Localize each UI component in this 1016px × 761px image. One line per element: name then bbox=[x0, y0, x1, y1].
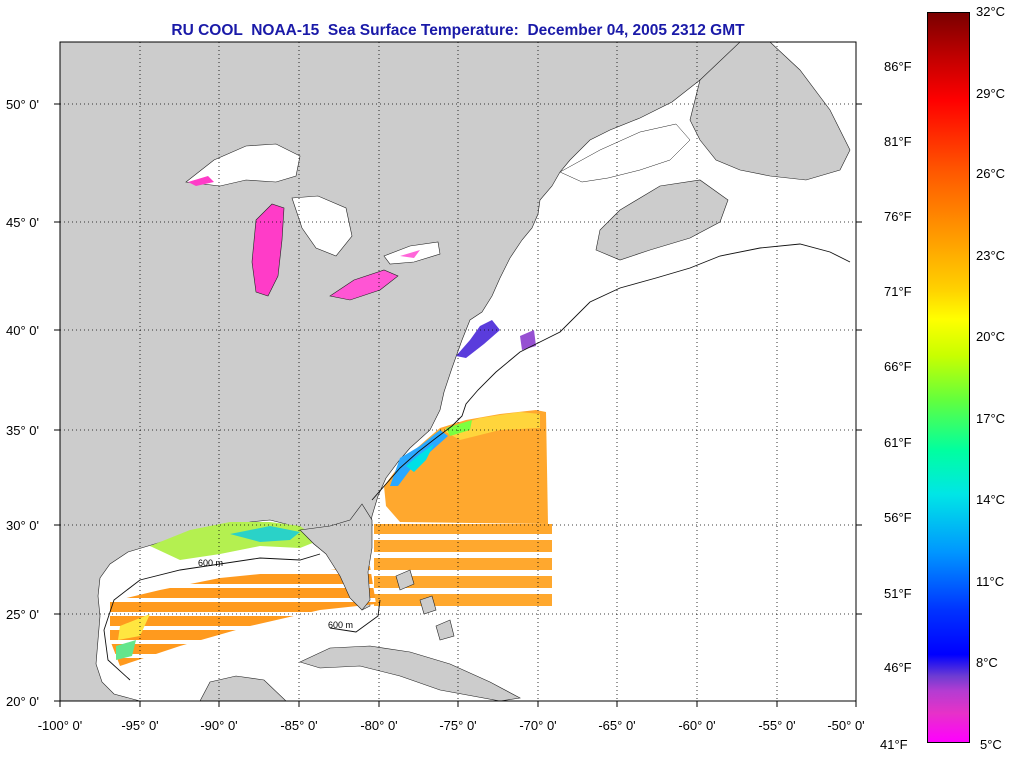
map-title: RU COOL NOAA-15 Sea Surface Temperature:… bbox=[171, 22, 745, 39]
lake-superior bbox=[185, 143, 301, 187]
lat-label: 30° 0' bbox=[6, 518, 39, 533]
lat-label: 40° 0' bbox=[6, 323, 39, 338]
celsius-tick: 5°C bbox=[980, 737, 1002, 752]
land-nova-scotia bbox=[595, 179, 729, 261]
land-cuba bbox=[299, 645, 521, 701]
lon-label: -70° 0' bbox=[519, 718, 557, 733]
fahrenheit-tick: 66°F bbox=[884, 359, 912, 374]
lon-label: -90° 0' bbox=[200, 718, 238, 733]
fahrenheit-tick: 56°F bbox=[884, 510, 912, 525]
land-yucatan bbox=[199, 675, 287, 701]
isobath-label: 600 m bbox=[198, 558, 223, 568]
land-atlantic-canada bbox=[689, 42, 851, 181]
celsius-tick: 23°C bbox=[976, 248, 1006, 263]
lon-label: -85° 0' bbox=[280, 718, 318, 733]
sst-swath-south bbox=[374, 524, 552, 608]
lon-label: -80° 0' bbox=[360, 718, 398, 733]
celsius-tick: 26°C bbox=[976, 166, 1006, 181]
isobath-label: 600 m bbox=[328, 620, 353, 630]
lake-huron bbox=[291, 195, 353, 257]
fahrenheit-tick: 86°F bbox=[884, 59, 912, 74]
lake-michigan bbox=[251, 203, 285, 297]
fahrenheit-tick: 81°F bbox=[884, 134, 912, 149]
celsius-tick: 14°C bbox=[976, 492, 1006, 507]
lat-label: 45° 0' bbox=[6, 215, 39, 230]
fahrenheit-tick: 61°F bbox=[884, 435, 912, 450]
celsius-tick: 32°C bbox=[976, 4, 1006, 19]
lat-label: 50° 0' bbox=[6, 97, 39, 112]
lat-label: 25° 0' bbox=[6, 607, 39, 622]
temperature-colorbar bbox=[927, 12, 970, 743]
isobath-600m bbox=[371, 243, 851, 501]
celsius-tick: 8°C bbox=[976, 655, 998, 670]
land-florida bbox=[299, 503, 373, 611]
lon-label: -60° 0' bbox=[678, 718, 716, 733]
lon-label: -95° 0' bbox=[121, 718, 159, 733]
celsius-tick: 17°C bbox=[976, 411, 1006, 426]
lon-label: -50° 0' bbox=[827, 718, 865, 733]
lake-erie bbox=[329, 269, 399, 301]
lat-label: 35° 0' bbox=[6, 423, 39, 438]
celsius-tick: 20°C bbox=[976, 329, 1006, 344]
lon-label: -55° 0' bbox=[758, 718, 796, 733]
lon-label: -65° 0' bbox=[598, 718, 636, 733]
graticule bbox=[60, 42, 856, 701]
celsius-tick: 29°C bbox=[976, 86, 1006, 101]
fahrenheit-tick: 51°F bbox=[884, 586, 912, 601]
lon-label: -75° 0' bbox=[439, 718, 477, 733]
lat-label: 20° 0' bbox=[6, 694, 39, 709]
celsius-tick: 11°C bbox=[976, 574, 1005, 589]
lon-label: -100° 0' bbox=[37, 718, 83, 733]
fahrenheit-tick: 46°F bbox=[884, 660, 912, 675]
fahrenheit-tick: 71°F bbox=[884, 284, 912, 299]
fahrenheit-tick: 76°F bbox=[884, 209, 912, 224]
sst-swath-atlantic bbox=[384, 410, 548, 524]
fahrenheit-tick: 41°F bbox=[880, 737, 908, 752]
